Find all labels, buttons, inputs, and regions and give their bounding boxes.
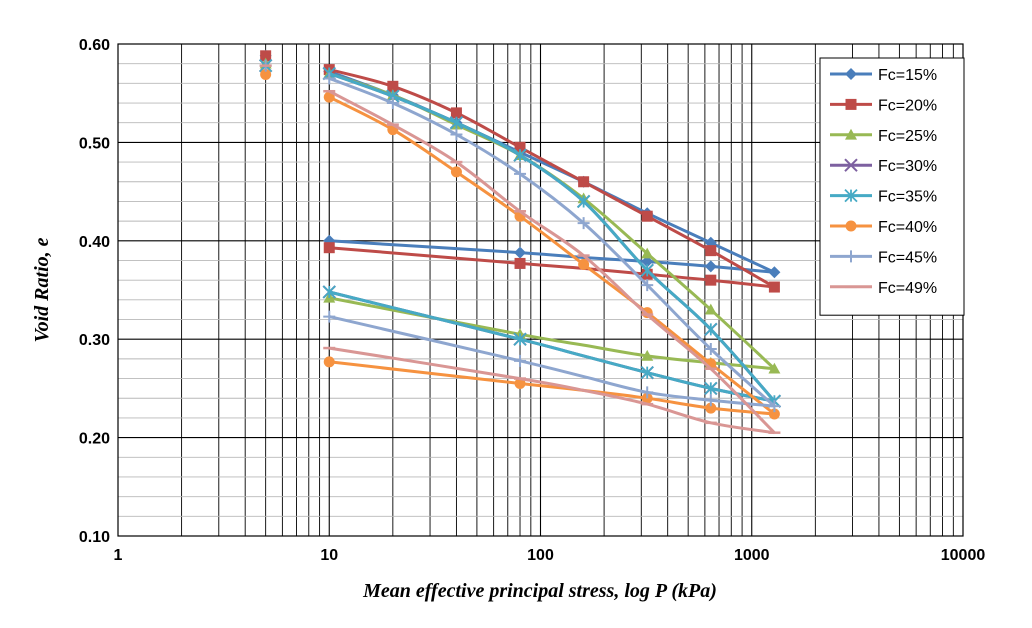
data-point-marker (578, 176, 590, 188)
legend-label: Fc=25% (878, 128, 937, 145)
legend-entry: Fc=15% (830, 67, 937, 84)
data-point-marker (641, 386, 654, 399)
data-point-marker (845, 220, 857, 232)
data-point-marker (768, 400, 781, 413)
data-point-marker (450, 128, 463, 141)
data-point-marker (260, 69, 272, 81)
data-point-marker (768, 281, 780, 293)
y-tick-label: 0.10 (79, 529, 110, 546)
y-tick-label: 0.40 (79, 234, 110, 251)
data-point-marker (641, 349, 654, 361)
data-point-marker (641, 210, 653, 222)
legend-entry: Fc=49% (830, 280, 937, 297)
data-point-marker (704, 303, 717, 315)
y-tick-label: 0.50 (79, 135, 110, 152)
data-point-marker (323, 310, 336, 323)
data-point-marker (323, 72, 336, 85)
data-point-marker (450, 166, 462, 178)
data-point-marker (386, 97, 399, 110)
x-tick-label: 1000 (734, 547, 770, 564)
legend-label: Fc=20% (878, 97, 937, 114)
data-point-marker (449, 116, 464, 130)
y-axis-title: Void Ratio, e (31, 237, 53, 342)
legend-label: Fc=35% (878, 189, 937, 206)
data-point-marker (513, 332, 527, 346)
x-tick-label: 100 (527, 547, 554, 564)
x-tick-labels: 1 10 100 1000 10000 (114, 547, 986, 564)
x-axis-title: Mean effective principal stress, log P (… (362, 580, 717, 602)
data-point-marker (845, 98, 857, 110)
legend-label: Fc=30% (878, 158, 937, 175)
series-fc45 (259, 59, 781, 413)
data-point-marker (704, 381, 718, 396)
data-point-marker (323, 91, 335, 103)
y-tick-label: 0.60 (79, 37, 110, 54)
data-point-marker (260, 50, 272, 62)
data-point-marker (450, 107, 462, 119)
data-point-marker (845, 128, 857, 140)
data-point-marker (845, 250, 857, 263)
legend-entry: Fc=35% (830, 189, 937, 206)
data-point-marker (513, 148, 527, 162)
data-point-marker (514, 246, 527, 259)
data-point-marker (641, 247, 654, 259)
legend-label: Fc=49% (878, 280, 937, 297)
legend-box (819, 57, 965, 316)
data-point-marker (323, 242, 335, 254)
data-point-marker (768, 266, 781, 279)
data-point-marker (704, 322, 718, 336)
series-fc49 (259, 64, 781, 435)
data-point-marker (845, 68, 857, 80)
data-point-marker (323, 356, 335, 368)
data-point-marker (705, 402, 717, 414)
data-point-marker (514, 167, 527, 180)
data-point-marker (578, 258, 590, 270)
loading-curve (328, 68, 776, 289)
legend-entry: Fc=40% (830, 219, 937, 236)
legend-entry: Fc=25% (830, 128, 937, 145)
data-point-marker (640, 366, 654, 380)
data-point-marker (705, 274, 717, 286)
data-point-marker (514, 354, 527, 367)
data-point-marker (768, 362, 781, 374)
x-tick-label: 10000 (941, 547, 986, 564)
data-point-marker (514, 141, 526, 153)
legend-entry: Fc=30% (830, 158, 937, 175)
data-point-marker (704, 260, 717, 273)
legend-entry: Fc=45% (830, 249, 937, 266)
data-point-marker (577, 217, 590, 230)
data-point-marker (322, 285, 336, 299)
data-point-marker (704, 343, 717, 356)
legend-label: Fc=45% (878, 249, 937, 266)
loading-curve (328, 77, 776, 408)
legend-label: Fc=40% (878, 219, 937, 236)
legend-label: Fc=15% (878, 67, 937, 84)
legend: Fc=15% Fc=20% Fc=25% Fc=30% Fc=35% Fc=40% Fc=4… (819, 57, 965, 316)
data-point-marker (640, 263, 654, 277)
data-point-marker (844, 158, 858, 172)
data-point-marker (387, 80, 399, 92)
data-point-marker (514, 377, 526, 389)
data-point-marker (705, 245, 717, 257)
data-point-marker (576, 194, 591, 209)
x-tick-label: 1 (114, 547, 123, 564)
series-layer (258, 49, 782, 435)
data-point-marker (704, 394, 717, 407)
data-point-marker (641, 255, 654, 268)
y-tick-labels: 0.10 0.20 0.30 0.40 0.50 0.60 (79, 37, 110, 546)
y-tick-label: 0.20 (79, 431, 110, 448)
data-point-marker (641, 279, 654, 292)
data-point-marker (768, 408, 780, 420)
data-point-marker (844, 188, 858, 203)
y-tick-label: 0.30 (79, 332, 110, 349)
legend-entry: Fc=20% (830, 97, 937, 114)
data-point-marker (514, 257, 526, 269)
loading-curve (328, 89, 776, 434)
x-tick-label: 10 (320, 547, 338, 564)
